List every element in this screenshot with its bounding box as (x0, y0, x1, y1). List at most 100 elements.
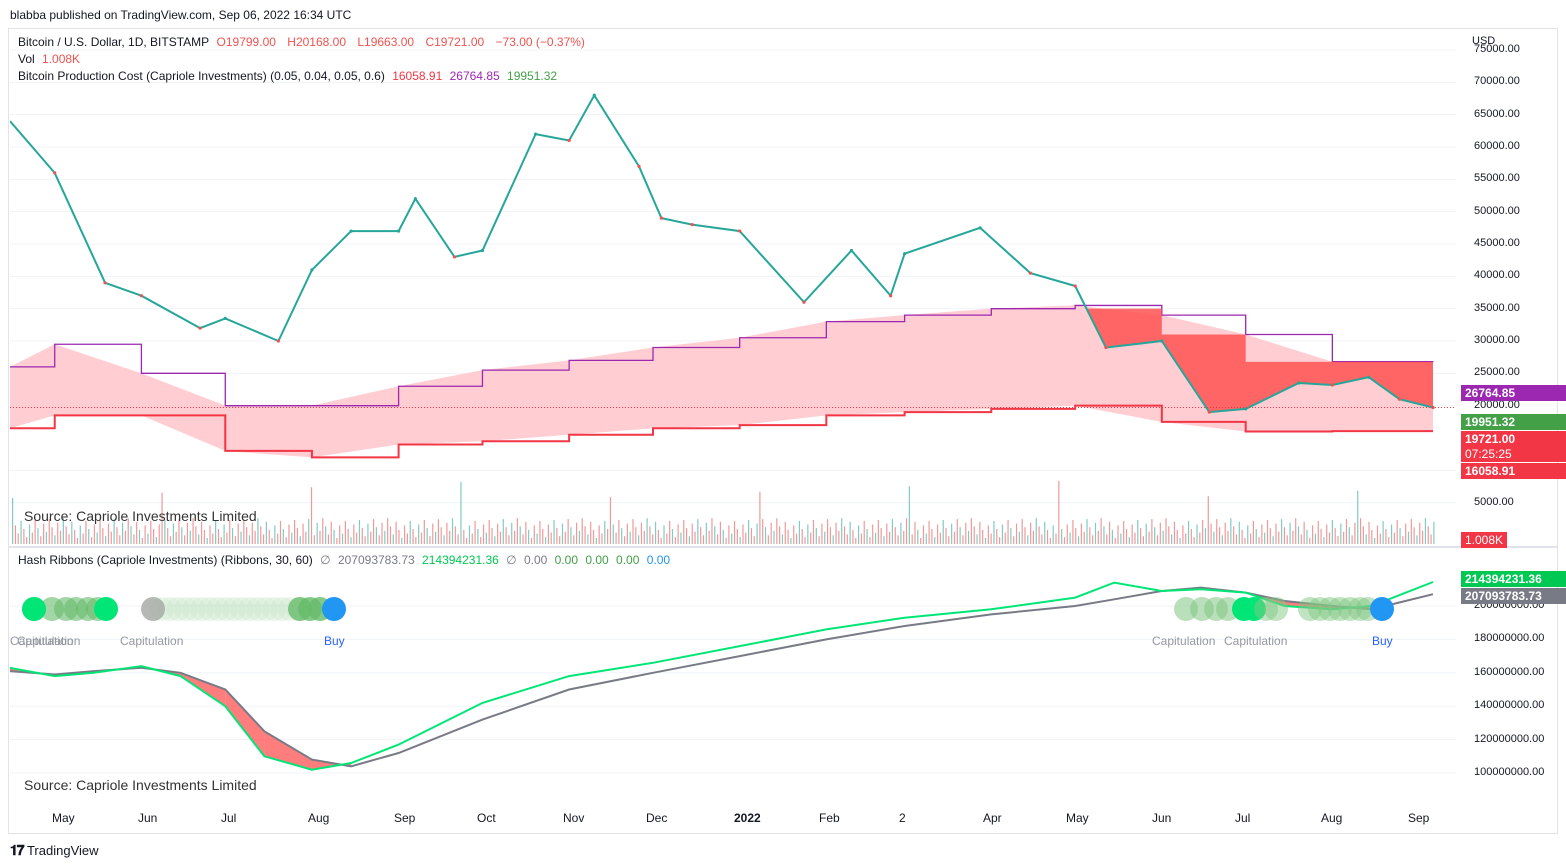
recovery-bubble (174, 597, 198, 621)
recovery-bubble (214, 597, 238, 621)
volume-bar (443, 535, 445, 544)
volume-bar (612, 524, 614, 544)
volume-bar (432, 523, 434, 544)
hash-pane-frame (8, 546, 1558, 834)
volume-bar (635, 527, 637, 544)
volume-bar (99, 520, 101, 544)
volume-bar (685, 528, 688, 544)
volume-bar (155, 537, 158, 544)
hash-phi-1: ∅ (320, 553, 331, 567)
volume-bar (1086, 519, 1088, 544)
volume-bar (212, 533, 214, 544)
volume-bar (474, 520, 476, 544)
volume-bar (294, 520, 296, 544)
volume-bar (113, 519, 115, 544)
volume-bar (702, 535, 705, 544)
volume-bar (1190, 529, 1192, 544)
volume-bar (1103, 526, 1105, 544)
hash-tick-label: 120000000.00 (1474, 732, 1545, 745)
volume-bar (1185, 533, 1187, 544)
volume-bar (1004, 532, 1006, 544)
recovery-bubble (206, 597, 230, 621)
volume-bar (967, 530, 970, 544)
volume-bar (96, 532, 98, 544)
volume-bar (683, 520, 685, 544)
volume-bar (795, 533, 798, 544)
volume-bar (708, 530, 710, 544)
volume-bar (1278, 531, 1280, 544)
price-chart[interactable] (10, 30, 1456, 545)
time-tick-label: May (52, 811, 75, 825)
volume-bar (429, 536, 431, 544)
volume-bar (553, 520, 555, 544)
recovery-bubble (270, 597, 294, 621)
volume-bar (564, 531, 566, 544)
volume-bar (406, 533, 408, 544)
volume-bar (1368, 521, 1370, 544)
volume-bar (697, 519, 699, 544)
volume-bar (288, 524, 290, 544)
volume-bar (423, 520, 425, 544)
volume-bar (1354, 522, 1356, 544)
volume-bar (807, 524, 809, 544)
volume-bar (389, 526, 392, 544)
volume-bar (674, 537, 676, 544)
volume-bar (59, 530, 62, 544)
volume-bar (663, 525, 665, 544)
volume-bar (48, 519, 50, 544)
volume-bar (454, 526, 456, 544)
volume-bar (934, 537, 936, 544)
volume-bar (138, 529, 141, 544)
volume-bar (753, 536, 755, 544)
volume-bar (17, 533, 19, 544)
volume-bar (198, 534, 200, 544)
volume-bar (1140, 528, 1142, 544)
volume-bar (922, 525, 925, 544)
tradingview-footer[interactable]: 𝟏𝟕 TradingView (10, 842, 99, 859)
volume-bar (764, 527, 767, 544)
price-point (1207, 410, 1211, 414)
price-point (903, 252, 907, 256)
recovery-bubble (158, 597, 182, 621)
volume-bar (790, 538, 792, 544)
price-point (53, 171, 57, 175)
volume-bar (378, 535, 380, 544)
publish-header: blabba published on TradingView.com, Sep… (10, 8, 352, 22)
volume-bar (395, 521, 397, 544)
hash-tick-label: 160000000.00 (1474, 665, 1545, 678)
volume-bar (722, 529, 724, 544)
volume-bar (1328, 532, 1331, 544)
volume-bar (1213, 531, 1215, 544)
volume-bar (440, 527, 442, 544)
volume-bar (559, 536, 561, 544)
volume-bar (561, 523, 564, 544)
hash-source-note: Source: Capriole Investments Limited (24, 777, 257, 793)
hash-ribbons-chart[interactable] (10, 548, 1456, 804)
volume-bar (1063, 537, 1066, 544)
price-tick-label: 5000.00 (1474, 495, 1514, 508)
buy-signal-bubble (94, 597, 118, 621)
volume-bar (265, 521, 267, 544)
volume-bar (178, 519, 180, 544)
low-label: L (357, 35, 365, 49)
volume-bar (68, 534, 70, 544)
volume-bar (889, 531, 891, 544)
volume-bar (110, 531, 112, 544)
volume-bar (130, 526, 132, 544)
volume-bar (1357, 490, 1359, 544)
volume-bar (1379, 533, 1381, 544)
buy-label-1: Buy (324, 634, 345, 648)
volume-bar (539, 520, 541, 544)
volume-bar (1038, 526, 1040, 544)
volume-bar (1154, 527, 1156, 544)
volume-bar (595, 538, 597, 544)
volume-bar (829, 527, 831, 544)
price-point (223, 316, 227, 320)
volume-bar (384, 530, 386, 544)
volume-bar (234, 536, 236, 544)
price-point (1073, 284, 1077, 288)
volume-bar (623, 536, 626, 544)
volume-bar (669, 520, 671, 544)
volume-bar (951, 523, 953, 544)
volume-bar (615, 532, 617, 544)
